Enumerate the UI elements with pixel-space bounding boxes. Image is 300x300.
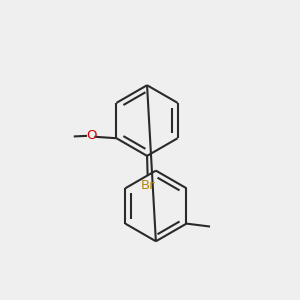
- Text: O: O: [86, 129, 97, 142]
- Text: Br: Br: [140, 179, 155, 192]
